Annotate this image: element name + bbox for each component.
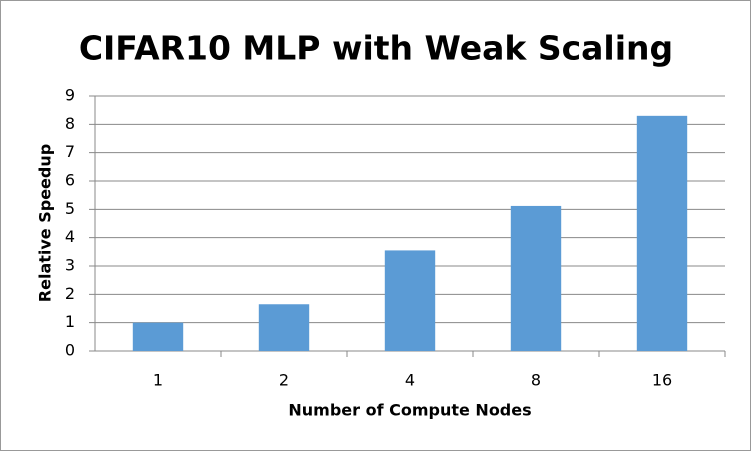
bar	[510, 205, 562, 351]
y-tick-label: 3	[65, 256, 75, 275]
y-tick-label: 9	[65, 86, 75, 105]
y-tick-label: 0	[65, 341, 75, 360]
x-tick-label: 4	[405, 371, 415, 390]
y-tick-label: 4	[65, 227, 75, 246]
bar	[384, 250, 436, 351]
x-tick-label: 8	[531, 371, 541, 390]
y-tick-label: 2	[65, 284, 75, 303]
bar	[636, 115, 688, 351]
y-tick-label: 5	[65, 199, 75, 218]
bar	[258, 304, 310, 351]
x-tick-label: 16	[652, 371, 672, 390]
y-tick-label: 7	[65, 142, 75, 161]
x-tick-label: 2	[279, 371, 289, 390]
y-axis-label: Relative Speedup	[36, 144, 55, 302]
bar	[132, 322, 184, 351]
y-tick-label: 1	[65, 312, 75, 331]
chart-title: CIFAR10 MLP with Weak Scaling	[79, 29, 673, 68]
y-tick-label: 6	[65, 171, 75, 190]
x-tick-label: 1	[153, 371, 163, 390]
y-tick-label: 8	[65, 114, 75, 133]
x-axis-label: Number of Compute Nodes	[288, 401, 531, 420]
